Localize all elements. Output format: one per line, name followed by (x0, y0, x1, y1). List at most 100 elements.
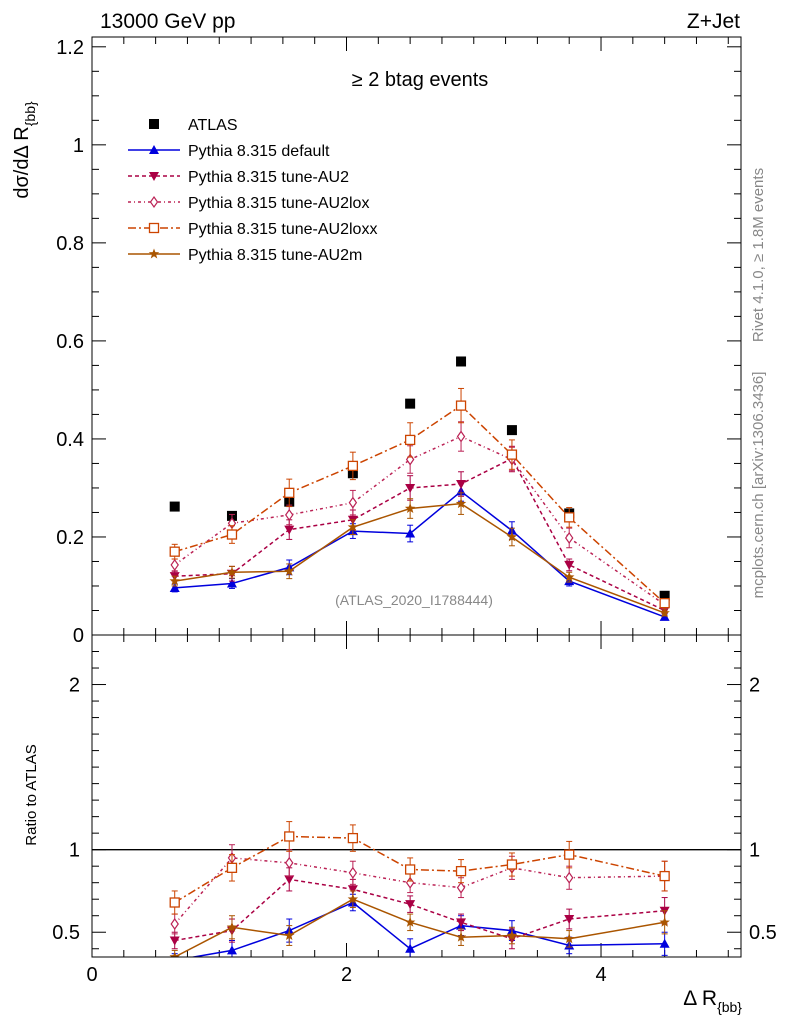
ratio-y-tick-label-right: 2 (749, 675, 760, 697)
ratio-point (347, 885, 358, 895)
ratio-point (563, 933, 575, 944)
series-line (174, 457, 665, 612)
ratio-point (169, 897, 180, 908)
ratio-y-tick-label-right: 0.5 (749, 922, 777, 944)
data-point (347, 521, 359, 532)
ratio-y-tick-label-left: 2 (69, 675, 80, 697)
data-point (348, 496, 358, 509)
data-point (284, 525, 295, 535)
main-y-tick-label: 0.8 (56, 233, 84, 255)
ratio-point (169, 936, 180, 946)
x-axis-label-subscript: {bb} (717, 999, 742, 1015)
main-y-tick-label: 0.6 (56, 331, 84, 353)
ratio-point (405, 943, 416, 953)
data-point (506, 449, 518, 460)
legend-item: Pythia 8.315 tune-AU2loxx (128, 221, 377, 238)
data-point (456, 356, 467, 367)
header-process-label: Z+Jet (687, 10, 740, 33)
data-point (456, 430, 466, 443)
header-energy-label: 13000 GeV pp (100, 10, 235, 33)
ratio-point (284, 875, 295, 885)
data-point (284, 565, 295, 576)
ratio-point (506, 930, 518, 940)
x-tick-label: 2 (341, 964, 352, 986)
series-pythia-8-315-tune-au2lox (170, 421, 669, 611)
data-point (659, 607, 670, 618)
ratio-series-line (174, 857, 665, 925)
data-point (226, 566, 238, 577)
analysis-watermark: (ATLAS_2020_I1788444) (335, 592, 493, 608)
legend-item: Pythia 8.315 tune-AU2 (128, 169, 349, 186)
ratio-point (347, 893, 359, 904)
ratio-point (659, 870, 670, 882)
legend-marker (149, 145, 159, 154)
legend-item: Pythia 8.315 tune-AU2m (128, 247, 362, 264)
ratio-y-tick-label-left: 1 (69, 840, 80, 862)
ratio-point (404, 864, 416, 875)
main-y-axis-label-subscript: {bb} (22, 101, 38, 126)
data-point (169, 501, 180, 512)
data-point (506, 425, 517, 436)
ratio-point (564, 915, 575, 925)
data-point (456, 480, 467, 490)
main-y-tick-label: 1 (73, 135, 84, 157)
legend-item: Pythia 8.315 tune-AU2lox (128, 195, 369, 212)
ratio-y-axis-label: Ratio to ATLAS (23, 744, 40, 845)
legend-marker (149, 172, 159, 181)
ratio-y-tick-label-right: 1 (749, 840, 760, 862)
data-point (169, 575, 180, 586)
plot-title: ≥ 2 btag events (352, 69, 489, 91)
ratio-point (506, 859, 518, 870)
ratio-point (285, 856, 294, 869)
data-point (506, 531, 518, 542)
legend-label: Pythia 8.315 tune-AU2m (188, 247, 362, 264)
data-point (169, 582, 180, 592)
svg-text:Δ R{bb}: Δ R{bb} (683, 987, 742, 1015)
main-y-tick-label: 0.2 (56, 527, 84, 549)
legend-marker (148, 248, 160, 259)
svg-text:dσ/dΔ R{bb}: dσ/dΔ R{bb} (11, 101, 38, 199)
data-point (226, 578, 237, 588)
data-point (405, 483, 416, 493)
legend: ATLAS Pythia 8.315 default Pythia 8.315 tu… (128, 117, 377, 264)
data-point (564, 531, 574, 544)
data-point (659, 590, 670, 601)
data-point (347, 460, 359, 472)
ratio-point (170, 917, 179, 931)
data-point (564, 512, 575, 523)
ratio-point (226, 862, 238, 873)
rivet-version-label: Rivet 4.1.0, ≥ 1.8M events (750, 168, 767, 342)
series-pythia-8-315-tune-au2loxx (169, 387, 670, 609)
ratio-point (564, 849, 575, 860)
legend-marker (149, 195, 159, 209)
ratio-series-pythia-8-315-default (171, 893, 670, 957)
ratio-series-pythia-8-315-tune-au2lox (170, 844, 669, 935)
ratio-point (226, 921, 238, 932)
data-point (170, 558, 179, 571)
data-point (404, 434, 416, 446)
data-point (284, 487, 295, 499)
data-point (455, 400, 467, 411)
ratio-point (169, 951, 180, 957)
ratio-plot-panel: 0.5 0.5 1 1 2 2 0 2 4 (52, 634, 777, 986)
ratio-point (284, 930, 295, 940)
ratio-point (347, 832, 359, 844)
legend-label: ATLAS (188, 117, 238, 134)
ratio-point (456, 881, 466, 894)
legend-label: Pythia 8.315 tune-AU2lox (188, 195, 369, 212)
ratio-point (456, 918, 467, 928)
data-point (405, 528, 416, 538)
data-point (563, 571, 575, 582)
ratio-series-line (174, 878, 665, 942)
series-pythia-8-315-tune-au2m (169, 492, 670, 618)
main-y-tick-label: 0.4 (56, 429, 84, 451)
data-point (285, 508, 294, 521)
ratio-point (455, 931, 467, 942)
data-point (169, 546, 180, 557)
mcplots-credit-label: mcplots.cern.ch [arXiv:1306.3436] (750, 372, 767, 599)
legend-label: Pythia 8.315 default (188, 143, 330, 160)
x-axis-label: Δ R (683, 987, 717, 1010)
ratio-point (564, 871, 574, 884)
x-tick-label: 4 (595, 964, 606, 986)
